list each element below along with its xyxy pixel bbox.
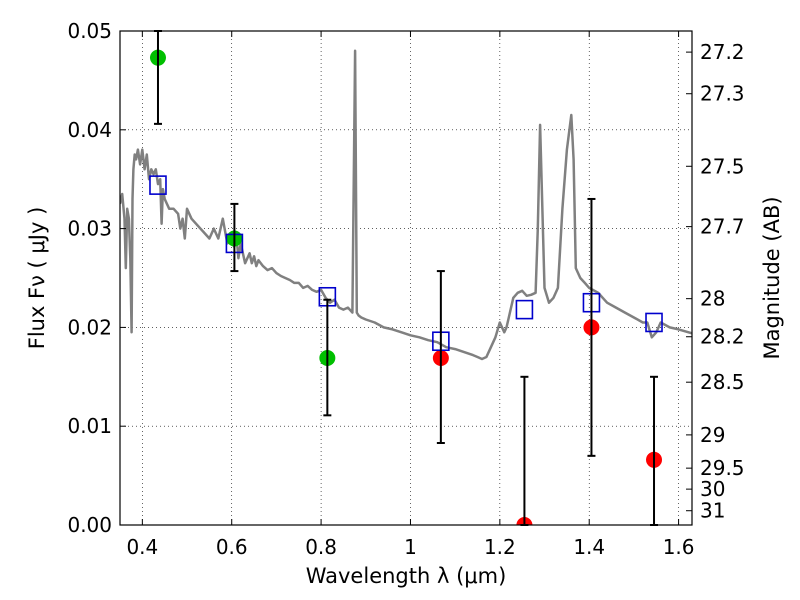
x-tick-label: 1.4	[573, 535, 605, 559]
y-tick-label: 0.03	[67, 217, 112, 241]
x-tick-label: 0.8	[305, 535, 337, 559]
magnitude-tick-label: 28	[700, 287, 725, 311]
magnitude-axis-label: Magnitude (AB)	[760, 196, 784, 359]
magnitude-tick-label: 27.5	[700, 154, 745, 178]
magnitude-tick-label: 27.2	[700, 40, 745, 64]
magnitude-tick-label: 29	[700, 423, 725, 447]
axis-ticks	[120, 30, 692, 526]
model-photometry-square	[149, 175, 167, 195]
y-tick-label: 0.05	[67, 19, 112, 43]
magnitude-tick-label: 28.2	[700, 325, 745, 349]
y-tick-label: 0.00	[67, 513, 112, 537]
magnitude-tick-label: 30	[700, 477, 725, 501]
model-photometry-square	[645, 312, 663, 333]
y-axis-label: Flux Fν ( μJy )	[25, 207, 49, 350]
x-tick-label: 1.6	[663, 535, 695, 559]
magnitude-tick-label: 27.7	[700, 215, 745, 239]
plot-frame	[119, 30, 693, 526]
magnitude-tick-label: 29.5	[700, 456, 745, 480]
model-sed-line	[120, 49, 692, 361]
plot-background	[120, 31, 692, 525]
y-tick-label: 0.01	[67, 414, 112, 438]
model-photometry-square	[515, 299, 534, 320]
x-tick-label: 1.2	[484, 535, 516, 559]
y-tick-label: 0.02	[67, 315, 112, 339]
magnitude-tick-label: 27.3	[700, 82, 745, 106]
x-tick-label: 0.6	[216, 535, 248, 559]
y-axis-tick-labels: 0.00 0.01 0.02 0.03 0.04 0.05	[67, 19, 112, 537]
x-tick-label: 1	[404, 535, 417, 559]
y-tick-label: 0.04	[67, 118, 112, 142]
x-axis-label: Wavelength λ (μm)	[306, 564, 507, 588]
x-tick-label: 0.4	[126, 535, 158, 559]
magnitude-tick-label: 28.5	[700, 370, 745, 394]
magnitude-tick-label: 31	[700, 499, 725, 523]
x-axis-tick-labels: 0.4 0.6 0.8 1 1.2 1.4 1.6	[126, 535, 694, 559]
